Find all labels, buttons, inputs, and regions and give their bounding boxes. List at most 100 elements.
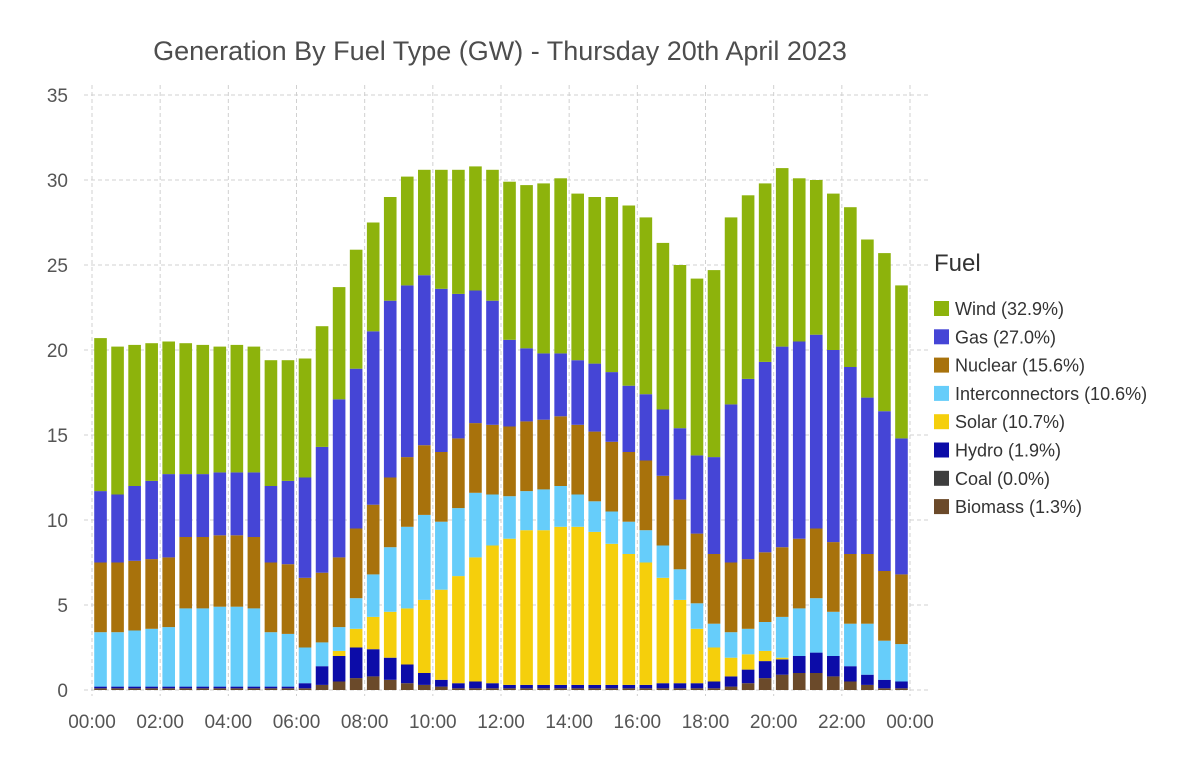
bar-segment — [861, 684, 874, 690]
legend-label: Coal (0.0%) — [955, 469, 1050, 489]
bar-segment — [452, 688, 465, 690]
x-tick-label: 00:00 — [68, 712, 116, 733]
bar-segment — [861, 397, 874, 554]
bar-segment — [503, 684, 516, 689]
bar-segment — [673, 688, 687, 690]
bar-stack — [418, 169, 431, 690]
bar-segment — [230, 535, 244, 607]
bar-stack — [861, 239, 874, 690]
bar-segment — [315, 666, 329, 685]
bar-segment — [844, 623, 857, 667]
bar-segment — [128, 560, 141, 631]
bar-segment — [707, 681, 721, 689]
bar-segment — [639, 684, 653, 689]
bar-segment — [707, 270, 721, 458]
bar-segment — [520, 421, 533, 492]
bar-segment — [247, 537, 261, 609]
bar-segment — [111, 632, 124, 687]
bar-segment — [366, 504, 380, 575]
bar-segment — [349, 678, 363, 690]
bar-segment — [588, 501, 602, 532]
bar-segment — [639, 394, 653, 461]
bar-segment — [486, 169, 499, 301]
bar-segment — [878, 253, 891, 412]
bar-segment — [792, 178, 806, 342]
bar-segment — [775, 659, 789, 675]
legend-label: Hydro (1.9%) — [955, 441, 1061, 461]
bar-segment — [775, 616, 789, 658]
bar-segment — [605, 441, 619, 512]
bar-segment — [622, 688, 636, 690]
bar-segment — [861, 674, 874, 685]
bar-segment — [741, 195, 755, 379]
bar-segment — [435, 169, 448, 289]
bar-segment — [878, 411, 891, 571]
bar-segment — [588, 684, 602, 689]
bar-segment — [196, 686, 210, 689]
x-tick-label: 00:00 — [886, 712, 934, 733]
bar-segment — [520, 684, 533, 689]
bar-segment — [537, 419, 550, 490]
bar-segment — [588, 688, 602, 690]
bar-segment — [571, 526, 584, 685]
bar-segment — [792, 538, 806, 609]
bar-stack — [383, 197, 397, 690]
bar-segment — [264, 632, 278, 687]
bar-stack — [281, 360, 295, 690]
bar-segment — [315, 642, 329, 667]
bar-segment — [94, 562, 107, 633]
bar-segment — [588, 197, 602, 364]
bar-segment — [264, 562, 278, 633]
bar-segment — [162, 557, 175, 628]
bar-segment — [435, 679, 448, 687]
legend-item: Biomass (1.3%) — [934, 497, 1082, 517]
bar-segment — [775, 168, 789, 347]
bar-stack — [588, 197, 602, 690]
bar-segment — [400, 608, 414, 665]
bar-stack — [349, 249, 363, 690]
bar-segment — [758, 622, 772, 651]
x-axis-ticks: 00:00 02:00 04:00 06:00 08:00 10:00 12:00 14:00… — [68, 712, 934, 733]
bar-segment — [298, 477, 312, 578]
bar-segment — [213, 688, 227, 690]
bar-segment — [179, 537, 193, 609]
bar-segment — [707, 457, 721, 554]
bar-segment — [435, 589, 448, 680]
bar-stack — [230, 344, 244, 690]
bar-stack — [247, 346, 261, 690]
y-tick-label: 10 — [47, 511, 68, 532]
bar-segment — [230, 344, 244, 473]
bar-segment — [878, 688, 891, 690]
bar-segment — [94, 338, 107, 492]
bar-segment — [741, 559, 755, 629]
y-tick-label: 30 — [47, 171, 68, 192]
bar-segment — [605, 372, 619, 442]
bar-segment — [486, 688, 499, 690]
bar-segment — [673, 569, 687, 600]
bar-segment — [128, 486, 141, 561]
bar-segment — [281, 360, 295, 481]
bar-segment — [486, 300, 499, 425]
bar-segment — [707, 623, 721, 648]
bar-segment — [622, 684, 636, 689]
legend-item: Nuclear (15.6%) — [934, 356, 1085, 376]
bar-segment — [298, 688, 312, 690]
bar-segment — [673, 599, 687, 684]
bar-segment — [895, 681, 908, 689]
bar-segment — [349, 647, 363, 679]
bar-segment — [520, 348, 533, 422]
bar-segment — [281, 633, 295, 687]
bar-segment — [179, 474, 193, 537]
bar-stack — [213, 346, 227, 690]
bar-segment — [418, 169, 431, 276]
bar-stack — [741, 195, 755, 690]
bar-segment — [605, 684, 619, 689]
bar-stack — [656, 242, 670, 690]
legend-item: Gas (27.0%) — [934, 327, 1056, 347]
bar-segment — [264, 360, 278, 486]
y-tick-label: 5 — [57, 596, 68, 617]
bar-stack — [809, 180, 823, 690]
bar-segment — [435, 452, 448, 522]
bar-segment — [878, 679, 891, 689]
